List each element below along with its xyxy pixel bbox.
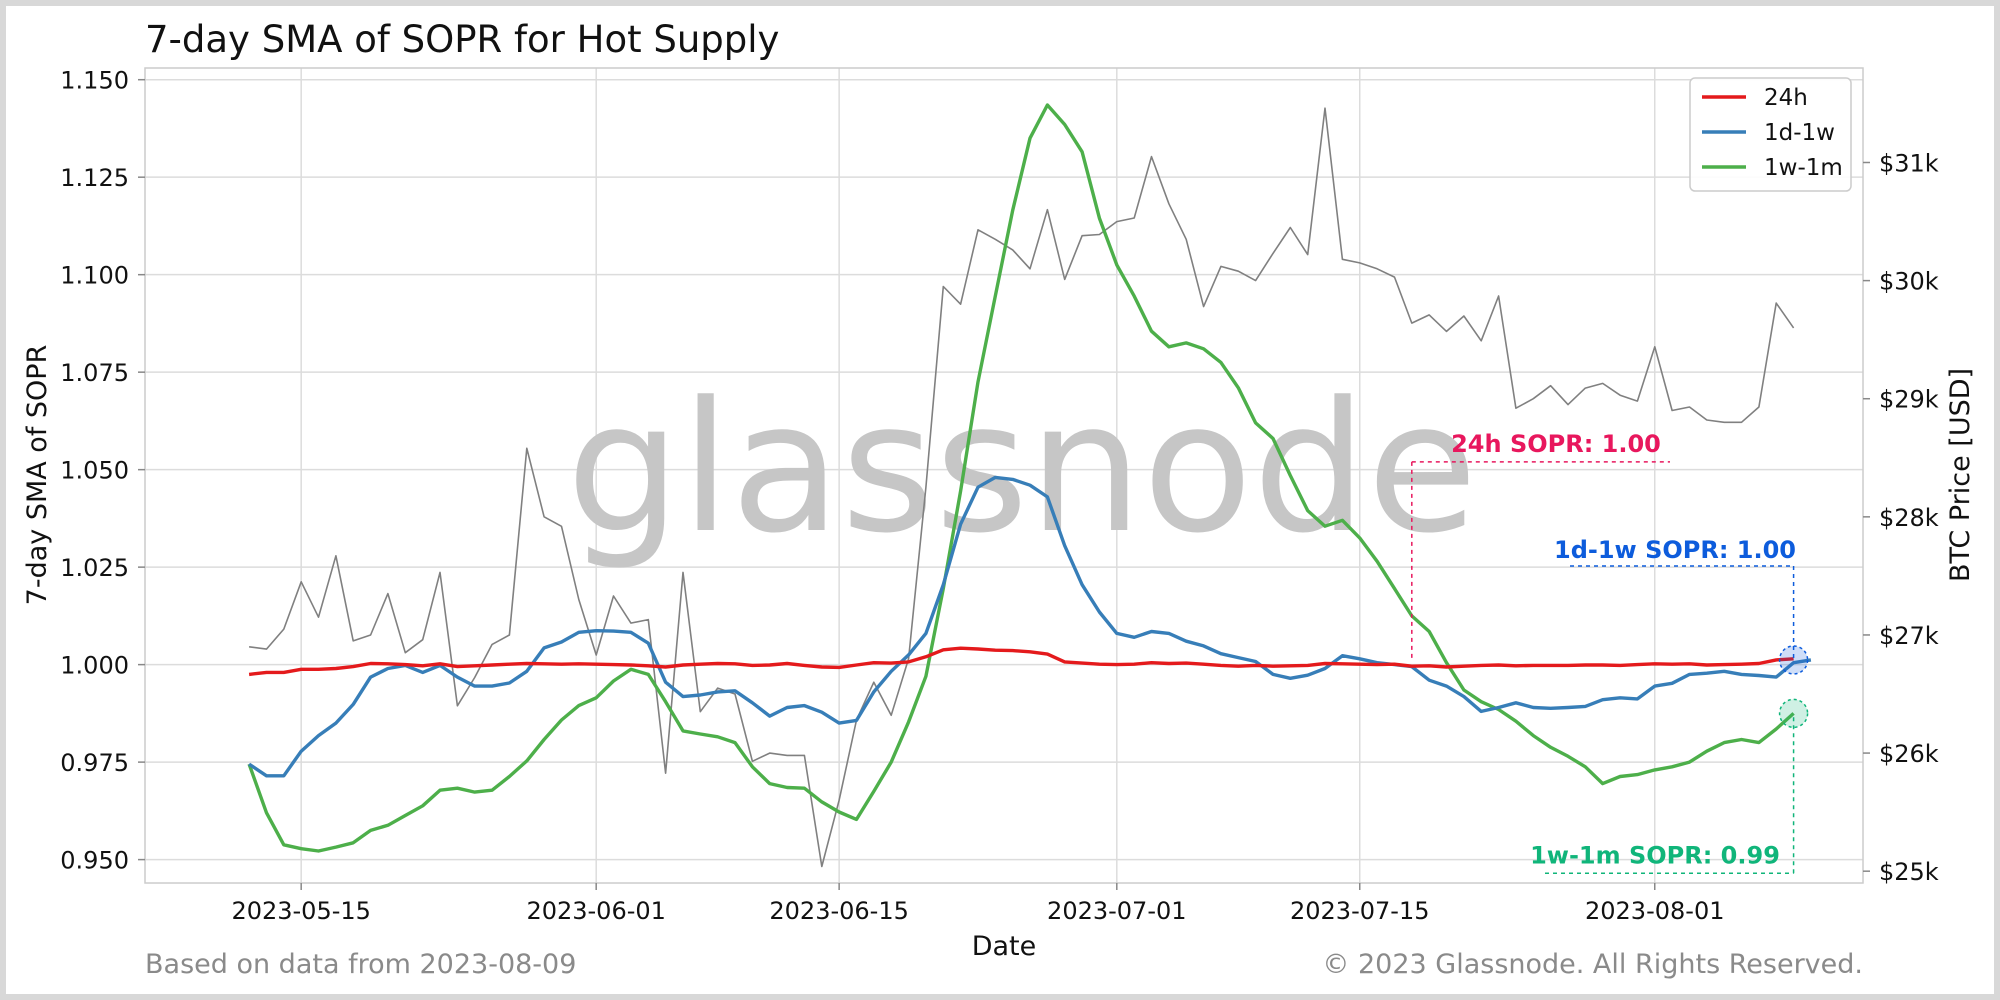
y-right-tick-label: $30k: [1879, 268, 1939, 296]
x-tick-label: 2023-08-01: [1585, 897, 1724, 925]
y-right-tick-label: $26k: [1879, 740, 1939, 768]
x-tick-label: 2023-07-15: [1290, 897, 1429, 925]
plot-frame: [144, 67, 1864, 884]
chart-background: [6, 6, 1994, 994]
y-right-axis-label: BTC Price [USD]: [1945, 368, 1976, 582]
series-line-24h: [248, 646, 1794, 677]
y-tick-label: 1.000: [60, 652, 129, 680]
series-line-1w-1m: [247, 103, 1795, 853]
y-right-tick-label: $25k: [1879, 858, 1939, 886]
legend-label: 1w-1m: [1764, 155, 1843, 181]
axes: 0.950 0.975 1.000 1.025 1.050 1.075 1.100 1.125…: [60, 67, 1939, 925]
series-line-1d-1w: [248, 475, 1812, 778]
y-tick-label: 1.125: [60, 164, 129, 192]
annotation-1w1m-label: 1w-1m SOPR: 0.99: [1530, 841, 1780, 869]
legend: 24h 1d-1w 1w-1m: [1689, 77, 1852, 192]
watermark: glassnode: [566, 364, 1477, 573]
y-right-tick-label: $29k: [1879, 386, 1939, 414]
x-tick-label: 2023-06-01: [526, 897, 665, 925]
annotation-1d1w-marker: [1778, 645, 1809, 675]
y-tick-label: 1.050: [60, 457, 129, 485]
y-right-tick-label: $31k: [1879, 149, 1939, 177]
annotations: 24h SOPR: 1.00 1d-1w SOPR: 1.00 1w-1m SOPR…: [1411, 430, 1809, 875]
footer-copyright: © 2023 Glassnode. All Rights Reserved.: [1322, 949, 1863, 980]
legend-label: 24h: [1764, 85, 1808, 111]
y-right-tick-label: $28k: [1879, 504, 1939, 532]
y-tick-label: 0.975: [60, 749, 129, 777]
x-tick-label: 2023-07-01: [1047, 897, 1186, 925]
x-tick-label: 2023-06-15: [769, 897, 908, 925]
series-line-btc-price: [248, 107, 1795, 868]
annotation-1w1m-marker: [1778, 698, 1809, 729]
legend-label: 1d-1w: [1764, 120, 1835, 146]
annotation-1d1w-label: 1d-1w SOPR: 1.00: [1554, 536, 1796, 564]
y-tick-label: 1.100: [60, 262, 129, 290]
y-tick-label: 0.950: [60, 847, 129, 875]
legend-box: [1689, 77, 1852, 192]
y-right-tick-label: $27k: [1879, 622, 1939, 650]
y-axis-label: 7-day SMA of SOPR: [22, 345, 53, 606]
chart-title: 7-day SMA of SOPR for Hot Supply: [145, 18, 779, 61]
y-tick-label: 1.150: [60, 67, 129, 95]
x-axis-label: Date: [972, 931, 1037, 962]
x-tick-label: 2023-05-15: [231, 897, 370, 925]
footer-source: Based on data from 2023-08-09: [145, 949, 576, 980]
y-tick-label: 1.075: [60, 359, 129, 387]
y-tick-label: 1.025: [60, 554, 129, 582]
annotation-24h-label: 24h SOPR: 1.00: [1451, 430, 1661, 458]
series-lines: [247, 103, 1812, 868]
